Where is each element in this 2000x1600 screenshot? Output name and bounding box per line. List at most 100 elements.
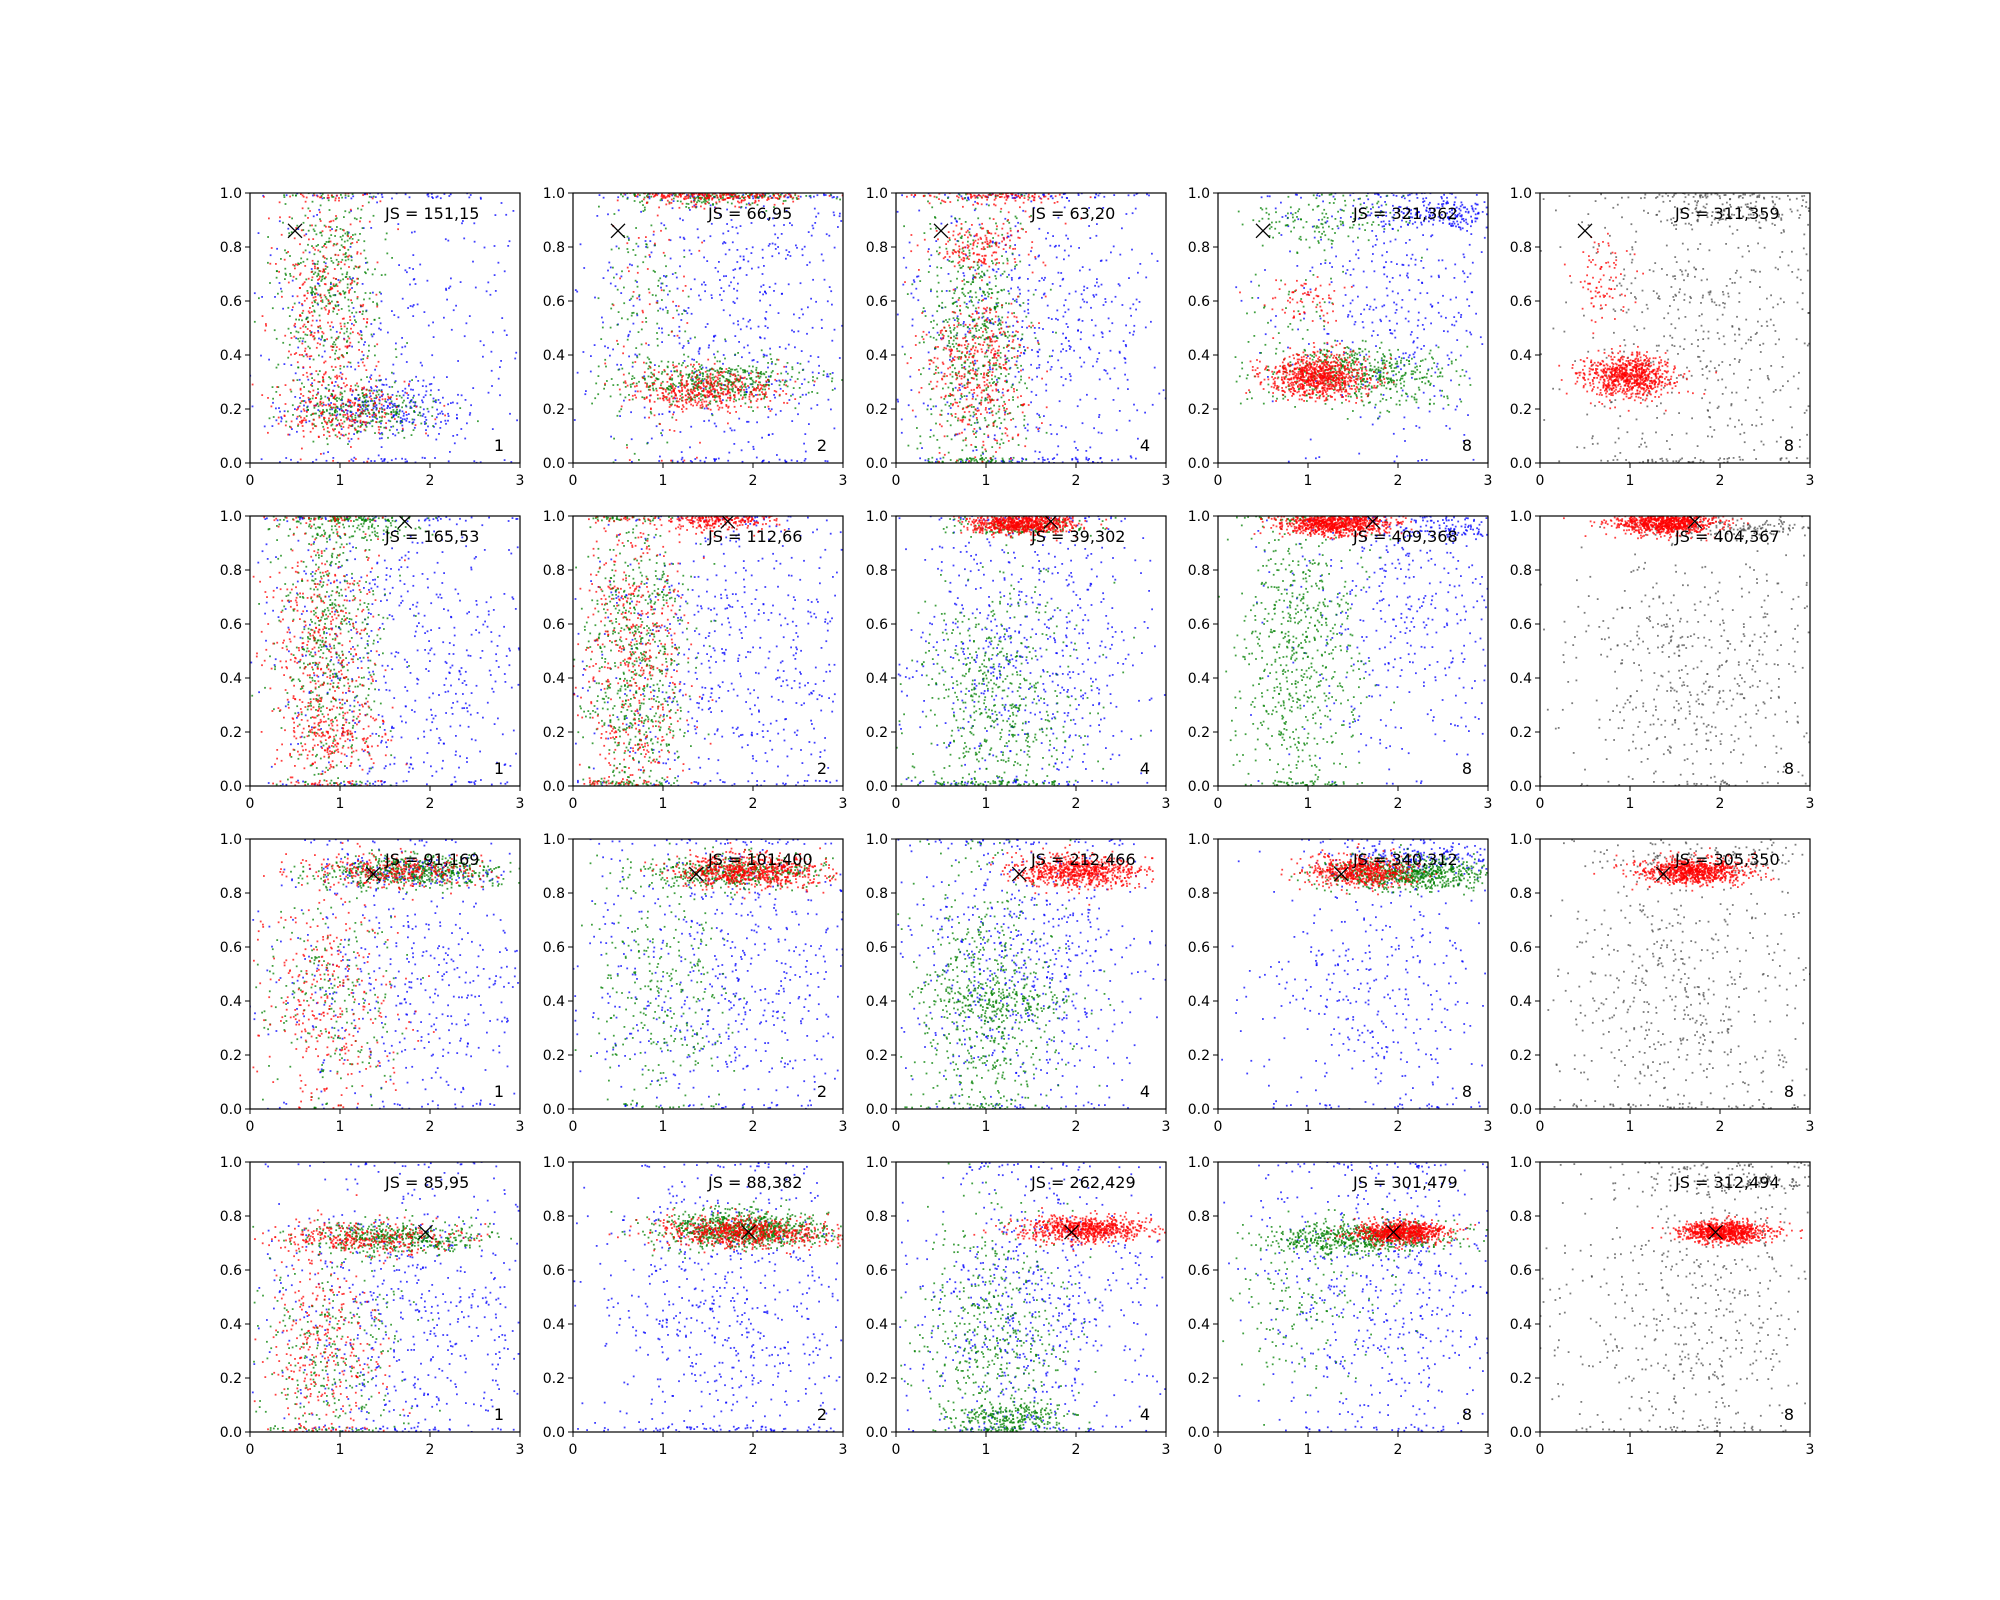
point — [994, 364, 996, 367]
point — [694, 390, 696, 392]
point — [1105, 259, 1108, 262]
point — [650, 394, 652, 397]
point — [700, 387, 703, 389]
point — [1039, 197, 1042, 200]
point — [420, 422, 423, 425]
point — [347, 298, 350, 301]
point — [654, 193, 657, 196]
point — [351, 420, 353, 423]
point — [722, 362, 724, 365]
point — [717, 370, 720, 373]
point — [706, 382, 708, 384]
point — [311, 245, 313, 247]
point — [731, 390, 734, 393]
point — [725, 399, 728, 402]
point — [271, 386, 274, 388]
point — [358, 414, 361, 417]
point — [642, 261, 645, 264]
point — [651, 382, 654, 384]
point — [1156, 260, 1159, 262]
point — [720, 389, 722, 391]
point — [969, 295, 971, 298]
point — [637, 245, 640, 248]
point — [676, 400, 678, 403]
point — [350, 411, 353, 413]
point — [997, 315, 1000, 318]
point — [327, 299, 330, 301]
point — [400, 419, 403, 422]
point — [401, 418, 404, 421]
point — [375, 394, 377, 397]
point — [714, 388, 716, 391]
point — [837, 226, 839, 228]
point — [1050, 366, 1053, 368]
point — [979, 288, 982, 291]
point — [412, 268, 414, 270]
point — [1091, 319, 1093, 321]
point — [1027, 308, 1029, 311]
point — [279, 410, 281, 413]
point — [670, 383, 672, 385]
point — [331, 408, 333, 411]
point — [296, 264, 299, 266]
point — [753, 387, 755, 390]
point — [756, 406, 759, 409]
point — [1129, 455, 1132, 458]
point — [332, 219, 335, 222]
point — [1096, 358, 1099, 360]
point — [294, 396, 297, 398]
point — [655, 301, 658, 304]
point — [682, 375, 684, 377]
point — [698, 363, 700, 366]
point — [358, 265, 361, 268]
point — [997, 291, 1000, 293]
point — [951, 394, 953, 396]
point — [826, 373, 829, 376]
point — [689, 337, 692, 340]
point — [1086, 287, 1089, 289]
point — [317, 260, 319, 263]
point — [371, 415, 374, 418]
point — [764, 393, 767, 395]
point — [656, 344, 659, 347]
point — [440, 410, 443, 413]
point — [318, 381, 321, 383]
point — [1001, 391, 1004, 394]
point — [404, 461, 407, 463]
point — [456, 413, 458, 416]
point — [293, 335, 296, 338]
point — [749, 401, 752, 404]
point — [1023, 352, 1026, 355]
point — [334, 409, 337, 411]
point — [708, 419, 710, 422]
point — [762, 193, 765, 195]
point — [692, 385, 695, 388]
point — [322, 344, 325, 347]
point — [1057, 318, 1059, 321]
point — [751, 193, 753, 195]
point — [324, 371, 327, 373]
point — [464, 399, 467, 401]
point — [339, 391, 342, 394]
point — [752, 197, 754, 200]
point — [690, 253, 693, 255]
point — [487, 281, 490, 284]
point — [330, 336, 333, 339]
point — [1092, 294, 1095, 296]
point — [699, 372, 702, 375]
point — [729, 193, 731, 196]
point — [364, 257, 367, 260]
point — [365, 394, 367, 397]
point — [775, 413, 777, 416]
point — [287, 327, 290, 330]
point — [410, 407, 413, 409]
point — [364, 292, 367, 294]
point — [720, 287, 723, 289]
point — [1092, 365, 1094, 368]
point — [801, 369, 804, 371]
point — [810, 297, 812, 300]
point — [749, 377, 751, 380]
point — [304, 350, 306, 352]
point — [342, 290, 345, 293]
point — [726, 380, 729, 382]
